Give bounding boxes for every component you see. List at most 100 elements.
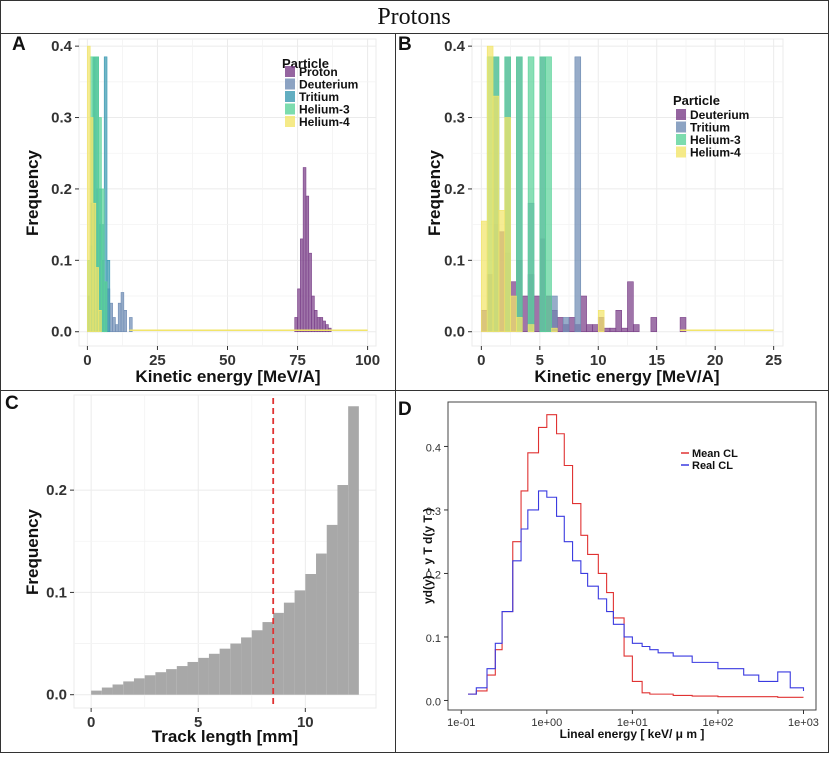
y-tick-label: 0.1 bbox=[51, 252, 72, 269]
bar bbox=[106, 260, 111, 333]
bar bbox=[219, 648, 231, 695]
bar bbox=[326, 524, 338, 695]
y-tick-label: 0.2 bbox=[46, 482, 67, 499]
bar bbox=[117, 302, 122, 333]
bar bbox=[92, 202, 97, 333]
bar bbox=[348, 406, 359, 695]
bar bbox=[615, 310, 622, 333]
bar bbox=[112, 317, 116, 333]
panel-d: 0.0 0.1 0.2 0.3 0.4 1e-01 1e+00 1e+01 1e+02 1e+03… bbox=[398, 399, 819, 741]
x-tick-label: 1e-01 bbox=[447, 717, 475, 729]
bar bbox=[300, 238, 304, 333]
legend: ParticleProtonDeuteriumTritiumHelium-3He… bbox=[282, 56, 358, 129]
figure-title: Protons bbox=[377, 4, 450, 30]
x-tick-label: 10 bbox=[297, 714, 314, 731]
bar bbox=[305, 574, 317, 695]
bar bbox=[633, 324, 640, 333]
bar bbox=[510, 295, 517, 333]
bar bbox=[101, 687, 113, 695]
bar bbox=[621, 327, 628, 333]
bar bbox=[316, 553, 327, 695]
y-tick-label: 0.0 bbox=[426, 696, 441, 708]
legend-item-label: Deuterium bbox=[299, 78, 358, 92]
x-axis-label: Kinetic energy [MeV/A] bbox=[534, 367, 719, 386]
x-tick-label: 25 bbox=[765, 352, 782, 369]
panel-b: 0.0 0.1 0.2 0.3 0.4 0 5 10 15 20 25 Kinetic energy … bbox=[398, 34, 784, 386]
bar bbox=[492, 95, 500, 333]
x-tick-label: 50 bbox=[219, 352, 236, 369]
bar bbox=[109, 302, 113, 333]
bar bbox=[294, 590, 306, 695]
bar bbox=[98, 117, 102, 333]
y-tick-label: 0.3 bbox=[426, 506, 441, 518]
bar bbox=[679, 317, 687, 333]
x-tick-label: 1e+01 bbox=[617, 717, 648, 729]
bar bbox=[273, 612, 284, 695]
legend-swatch bbox=[285, 66, 295, 77]
bar bbox=[297, 288, 301, 333]
y-axis-label: Frequency bbox=[23, 508, 42, 595]
bar bbox=[539, 56, 546, 333]
bar bbox=[592, 324, 599, 333]
bar bbox=[580, 295, 587, 333]
x-tick-label: 0 bbox=[87, 714, 95, 731]
panel-label: B bbox=[398, 34, 412, 55]
x-axis-label: Kinetic energy [MeV/A] bbox=[135, 367, 320, 386]
legend-item-label: Tritium bbox=[299, 90, 339, 104]
bar bbox=[305, 195, 310, 333]
bar bbox=[603, 327, 611, 333]
bar bbox=[208, 653, 220, 695]
x-tick-label: 10 bbox=[590, 352, 607, 369]
bar bbox=[302, 167, 307, 333]
bar bbox=[103, 281, 108, 333]
x-tick-label: 1e+02 bbox=[702, 717, 733, 729]
x-axis-label: Lineal energy [ keV/ μ m ] bbox=[560, 727, 705, 741]
bar bbox=[568, 317, 576, 333]
bar bbox=[314, 310, 318, 333]
bar bbox=[481, 220, 488, 333]
legend-swatch bbox=[285, 91, 295, 102]
x-tick-label: 1e+00 bbox=[531, 717, 562, 729]
bar bbox=[574, 56, 582, 333]
y-tick-label: 0.1 bbox=[426, 633, 441, 645]
bar bbox=[283, 602, 295, 695]
x-tick-label: 0 bbox=[477, 352, 485, 369]
bar bbox=[527, 56, 535, 333]
bar bbox=[133, 678, 145, 695]
bar bbox=[91, 690, 102, 695]
bar bbox=[123, 681, 134, 695]
bar bbox=[557, 317, 564, 333]
y-tick-label: 0.2 bbox=[426, 569, 441, 581]
bar bbox=[551, 295, 558, 333]
y-tick-label: 0.3 bbox=[444, 110, 465, 127]
bar bbox=[101, 188, 105, 333]
bar bbox=[262, 622, 274, 695]
legend-item-label: Mean CL bbox=[692, 448, 738, 460]
legend-item-label: Helium-3 bbox=[690, 133, 741, 147]
y-tick-label: 0.2 bbox=[51, 181, 72, 198]
legend-item-label: Helium-4 bbox=[299, 115, 350, 129]
y-axis-label: yd(y) - y T d(y T ) bbox=[421, 508, 435, 604]
bar bbox=[562, 317, 570, 333]
bar bbox=[155, 672, 167, 695]
series-helium-4 bbox=[87, 45, 102, 333]
series-helium-4 bbox=[481, 45, 605, 333]
bar bbox=[144, 675, 156, 695]
legend-swatch bbox=[676, 146, 686, 158]
legend-swatch bbox=[676, 121, 686, 133]
bar bbox=[609, 327, 617, 333]
bar bbox=[486, 45, 494, 333]
x-tick-label: 15 bbox=[648, 352, 665, 369]
y-axis-label: Frequency bbox=[425, 149, 444, 236]
bar bbox=[516, 317, 523, 333]
bar bbox=[498, 210, 506, 333]
bar bbox=[586, 324, 593, 333]
bar bbox=[187, 661, 199, 695]
bar bbox=[112, 684, 124, 695]
x-tick-label: 20 bbox=[707, 352, 724, 369]
legend-item-label: Tritium bbox=[690, 121, 730, 135]
